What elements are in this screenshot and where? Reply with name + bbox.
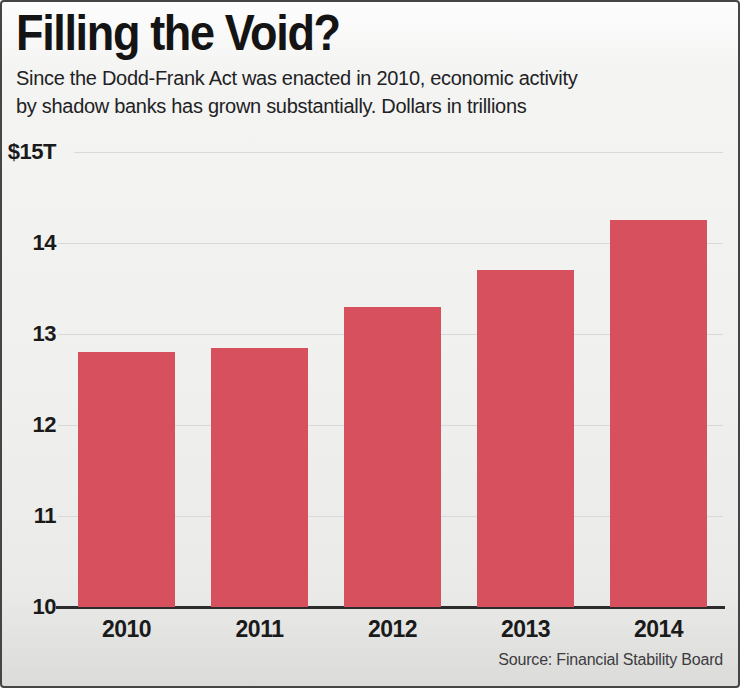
y-axis-tick-label: 10 bbox=[2, 594, 56, 620]
y-axis-tick-label: 13 bbox=[2, 321, 56, 347]
y-axis-tick-label: 14 bbox=[2, 230, 56, 256]
bar-2012 bbox=[344, 307, 441, 607]
x-axis-label-2010: 2010 bbox=[60, 615, 193, 643]
bar-2011 bbox=[211, 348, 308, 607]
source-attribution: Source: Financial Stability Board bbox=[498, 651, 723, 669]
bar-2013 bbox=[477, 270, 574, 607]
gridline bbox=[74, 152, 723, 153]
x-axis-label-2012: 2012 bbox=[326, 615, 459, 643]
chart-card: Filling the Void? Since the Dodd-Frank A… bbox=[0, 0, 740, 688]
y-axis-tick-label: $15T bbox=[2, 139, 56, 165]
y-axis-tick-label: 11 bbox=[2, 503, 56, 529]
x-axis-label-2011: 2011 bbox=[193, 615, 326, 643]
x-axis-label-2014: 2014 bbox=[592, 615, 725, 643]
bar-2010 bbox=[78, 352, 175, 607]
bar-chart-plot: $15T 14 13 12 11 1020102011201220132014 bbox=[2, 2, 738, 686]
x-axis-label-2013: 2013 bbox=[459, 615, 592, 643]
y-axis-tick-label: 12 bbox=[2, 412, 56, 438]
bar-2014 bbox=[610, 220, 707, 607]
